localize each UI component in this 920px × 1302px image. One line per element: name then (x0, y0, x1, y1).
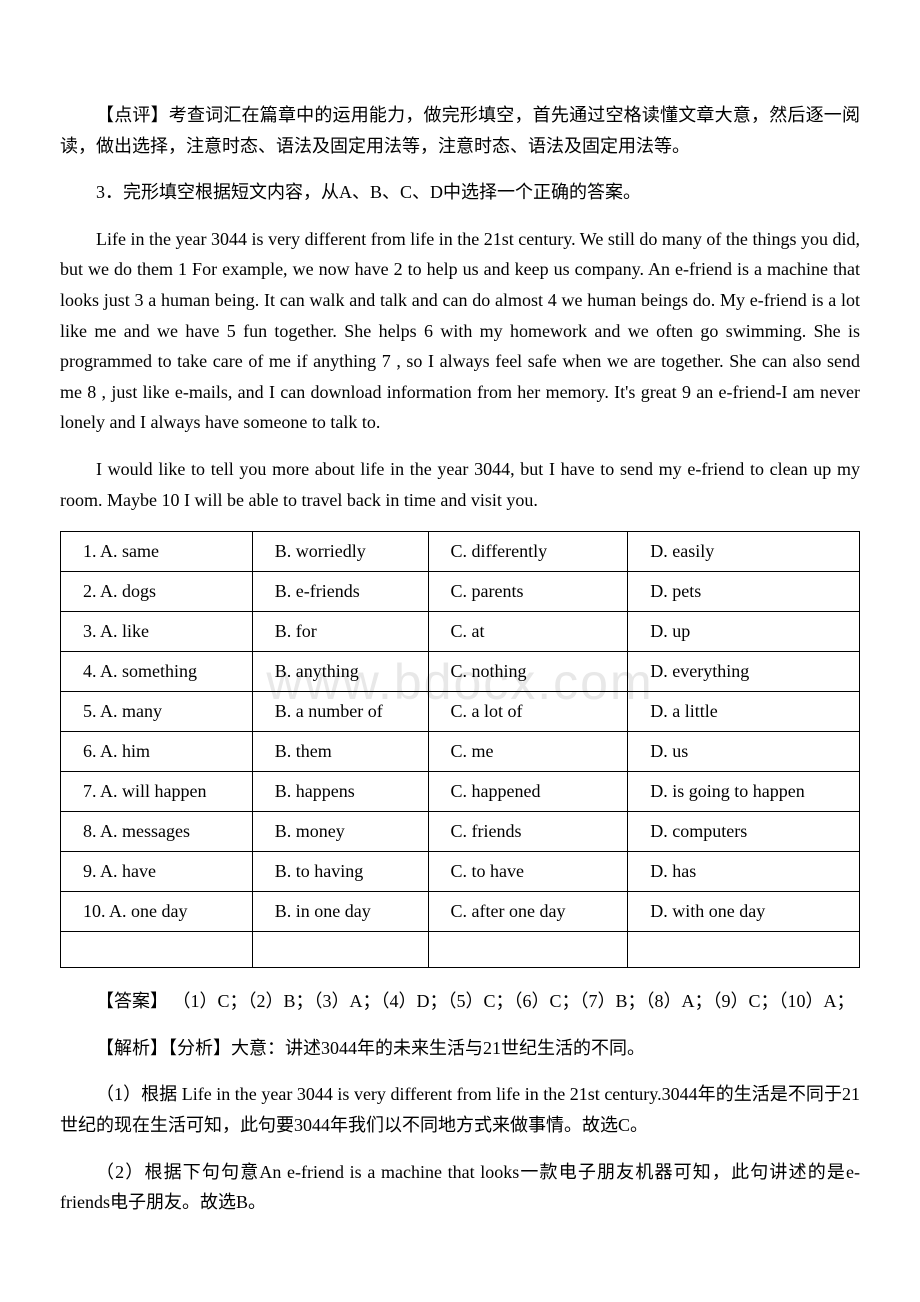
table-row-empty (61, 932, 860, 968)
option-cell: C. me (428, 732, 628, 772)
table-row: 6. A. him B. them C. me D. us (61, 732, 860, 772)
option-cell: C. parents (428, 572, 628, 612)
option-cell: D. up (628, 612, 860, 652)
option-cell: B. happens (252, 772, 428, 812)
comment-paragraph: 【点评】考查词汇在篇章中的运用能力，做完形填空，首先通过空格读懂文章大意，然后逐… (60, 100, 860, 161)
option-cell: 6. A. him (61, 732, 253, 772)
option-cell: C. happened (428, 772, 628, 812)
empty-cell (61, 932, 253, 968)
options-table: 1. A. same B. worriedly C. differently D… (60, 531, 860, 968)
table-row: 2. A. dogs B. e-friends C. parents D. pe… (61, 572, 860, 612)
option-cell: D. computers (628, 812, 860, 852)
option-cell: C. friends (428, 812, 628, 852)
option-cell: C. differently (428, 532, 628, 572)
option-cell: D. has (628, 852, 860, 892)
option-cell: B. anything (252, 652, 428, 692)
option-cell: C. a lot of (428, 692, 628, 732)
passage-paragraph-2: I would like to tell you more about life… (60, 454, 860, 515)
option-cell: 2. A. dogs (61, 572, 253, 612)
table-row: 10. A. one day B. in one day C. after on… (61, 892, 860, 932)
table-row: 1. A. same B. worriedly C. differently D… (61, 532, 860, 572)
empty-cell (252, 932, 428, 968)
empty-cell (428, 932, 628, 968)
option-cell: D. pets (628, 572, 860, 612)
option-cell: B. money (252, 812, 428, 852)
option-cell: 1. A. same (61, 532, 253, 572)
option-cell: D. easily (628, 532, 860, 572)
option-cell: D. a little (628, 692, 860, 732)
passage-paragraph-1: Life in the year 3044 is very different … (60, 224, 860, 438)
analysis-intro: 【解析】【分析】大意：讲述3044年的未来生活与21世纪生活的不同。 (60, 1033, 860, 1064)
option-cell: B. to having (252, 852, 428, 892)
option-cell: D. us (628, 732, 860, 772)
option-cell: C. to have (428, 852, 628, 892)
analysis-item-1: （1）根据 Life in the year 3044 is very diff… (60, 1079, 860, 1140)
option-cell: 8. A. messages (61, 812, 253, 852)
option-cell: 9. A. have (61, 852, 253, 892)
option-cell: 5. A. many (61, 692, 253, 732)
option-cell: B. worriedly (252, 532, 428, 572)
answers-paragraph: 【答案】 （1）C；（2）B；（3）A；（4）D；（5）C；（6）C；（7）B；… (60, 986, 860, 1017)
table-row: 8. A. messages B. money C. friends D. co… (61, 812, 860, 852)
option-cell: B. a number of (252, 692, 428, 732)
option-cell: 4. A. something (61, 652, 253, 692)
table-row: 4. A. something B. anything C. nothing D… (61, 652, 860, 692)
option-cell: B. e-friends (252, 572, 428, 612)
question-title: 3．完形填空根据短文内容，从A、B、C、D中选择一个正确的答案。 (60, 177, 860, 208)
option-cell: C. nothing (428, 652, 628, 692)
option-cell: B. in one day (252, 892, 428, 932)
option-cell: C. after one day (428, 892, 628, 932)
option-cell: 3. A. like (61, 612, 253, 652)
option-cell: 7. A. will happen (61, 772, 253, 812)
table-row: 7. A. will happen B. happens C. happened… (61, 772, 860, 812)
table-row: 9. A. have B. to having C. to have D. ha… (61, 852, 860, 892)
table-row: 5. A. many B. a number of C. a lot of D.… (61, 692, 860, 732)
empty-cell (628, 932, 860, 968)
analysis-item-2: （2）根据下句句意An e-friend is a machine that l… (60, 1157, 860, 1218)
option-cell: C. at (428, 612, 628, 652)
option-cell: D. everything (628, 652, 860, 692)
option-cell: 10. A. one day (61, 892, 253, 932)
option-cell: D. with one day (628, 892, 860, 932)
option-cell: B. for (252, 612, 428, 652)
table-row: 3. A. like B. for C. at D. up (61, 612, 860, 652)
option-cell: B. them (252, 732, 428, 772)
option-cell: D. is going to happen (628, 772, 860, 812)
